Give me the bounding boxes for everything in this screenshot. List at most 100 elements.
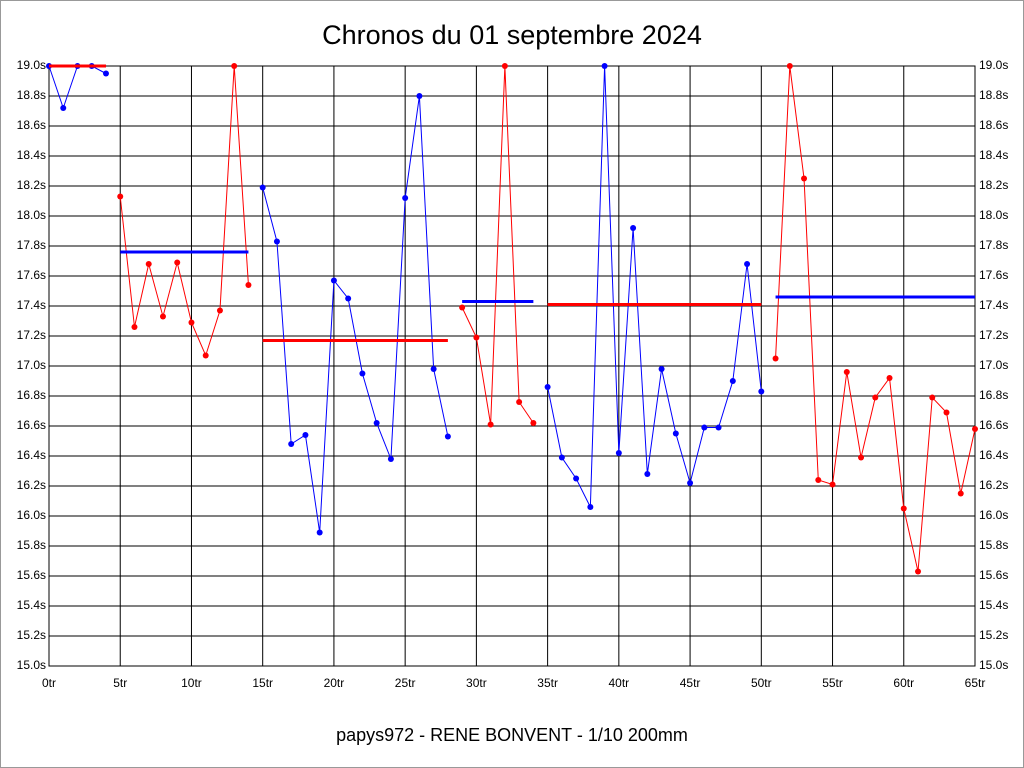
x-tick-label: 5tr (113, 676, 127, 690)
data-point (501, 63, 508, 69)
x-tick-label: 65tr (965, 676, 986, 690)
data-point (843, 369, 850, 375)
y-tick-label-right: 16.0s (979, 508, 1008, 522)
y-tick-label: 17.6s (17, 268, 46, 282)
data-point (430, 366, 437, 372)
y-tick-label-right: 15.0s (979, 658, 1008, 672)
data-point (416, 93, 423, 99)
data-point (786, 63, 793, 69)
y-tick-label-right: 17.8s (979, 238, 1008, 252)
data-point (373, 420, 380, 426)
y-tick-label-right: 18.6s (979, 118, 1008, 132)
data-point (630, 225, 637, 231)
y-tick-label: 16.0s (17, 508, 46, 522)
data-point (459, 304, 466, 311)
data-point (245, 282, 252, 288)
x-tick-label: 60tr (893, 676, 914, 690)
data-point (915, 568, 922, 575)
y-tick-label: 18.4s (17, 148, 46, 162)
chart-footer: papys972 - RENE BONVENT - 1/10 200mm (336, 725, 688, 745)
data-point (145, 261, 152, 267)
y-tick-label: 15.6s (17, 568, 46, 582)
data-point (872, 394, 879, 401)
x-tick-label: 15tr (252, 676, 273, 690)
data-point (131, 324, 138, 330)
y-tick-label: 15.2s (17, 628, 46, 642)
data-point (644, 471, 651, 477)
x-tick-label: 10tr (181, 676, 202, 690)
data-point (900, 505, 907, 512)
y-tick-label-right: 16.4s (979, 448, 1008, 462)
y-tick-label: 16.6s (17, 418, 46, 432)
y-tick-label-right: 18.4s (979, 148, 1008, 162)
data-point (672, 430, 679, 437)
data-point (801, 175, 808, 182)
y-tick-label: 19.0s (17, 58, 46, 72)
data-point (359, 370, 366, 377)
data-point (487, 421, 494, 428)
y-tick-label: 16.4s (17, 448, 46, 462)
x-tick-label: 30tr (466, 676, 487, 690)
data-point (345, 295, 352, 302)
data-point (972, 426, 978, 432)
data-point (829, 481, 836, 488)
data-point (815, 477, 822, 483)
data-point (729, 378, 736, 384)
data-point (402, 195, 409, 201)
data-point (544, 384, 551, 390)
data-point (573, 475, 580, 482)
data-point (701, 424, 708, 431)
data-point (117, 193, 124, 200)
data-point (744, 261, 751, 267)
y-tick-label-right: 15.4s (979, 598, 1008, 612)
data-point (102, 70, 109, 77)
data-point (758, 388, 765, 395)
y-tick-label-right: 17.6s (979, 268, 1008, 282)
y-tick-label: 15.8s (17, 538, 46, 552)
data-point (715, 424, 722, 431)
y-tick-label: 16.8s (17, 388, 46, 402)
data-point (288, 441, 295, 447)
y-tick-label: 17.8s (17, 238, 46, 252)
x-tick-label: 35tr (537, 676, 558, 690)
data-point (615, 450, 622, 456)
y-tick-label: 18.8s (17, 88, 46, 102)
chart-title: Chronos du 01 septembre 2024 (322, 20, 702, 50)
data-point (159, 313, 166, 320)
data-point (858, 454, 865, 461)
data-point (202, 352, 209, 359)
y-tick-label-right: 16.8s (979, 388, 1008, 402)
y-tick-label-right: 15.6s (979, 568, 1008, 582)
y-tick-label-right: 18.2s (979, 178, 1008, 192)
data-point (530, 420, 537, 426)
data-point (387, 456, 394, 462)
data-point (188, 319, 195, 326)
data-point (302, 432, 309, 438)
data-point (273, 238, 280, 245)
data-point (687, 480, 694, 486)
x-tick-label: 20tr (324, 676, 345, 690)
y-tick-label: 15.4s (17, 598, 46, 612)
y-tick-label-right: 15.2s (979, 628, 1008, 642)
x-tick-label: 50tr (751, 676, 772, 690)
data-point (473, 334, 480, 341)
series-line (461, 65, 534, 425)
series-line (119, 65, 249, 357)
data-point (929, 394, 936, 401)
x-tick-label: 55tr (822, 676, 843, 690)
series-line (547, 65, 762, 508)
y-tick-label: 17.2s (17, 328, 46, 342)
y-tick-label: 16.2s (17, 478, 46, 492)
y-tick-label-right: 19.0s (979, 58, 1008, 72)
data-point (216, 307, 223, 314)
data-point (60, 105, 67, 111)
y-tick-label-right: 16.6s (979, 418, 1008, 432)
data-point (943, 409, 950, 416)
y-tick-label-right: 17.4s (979, 298, 1008, 312)
data-point (957, 490, 964, 497)
x-tick-label: 45tr (680, 676, 701, 690)
data-point (259, 184, 266, 191)
y-tick-label-right: 16.2s (979, 478, 1008, 492)
y-tick-label-right: 17.0s (979, 358, 1008, 372)
